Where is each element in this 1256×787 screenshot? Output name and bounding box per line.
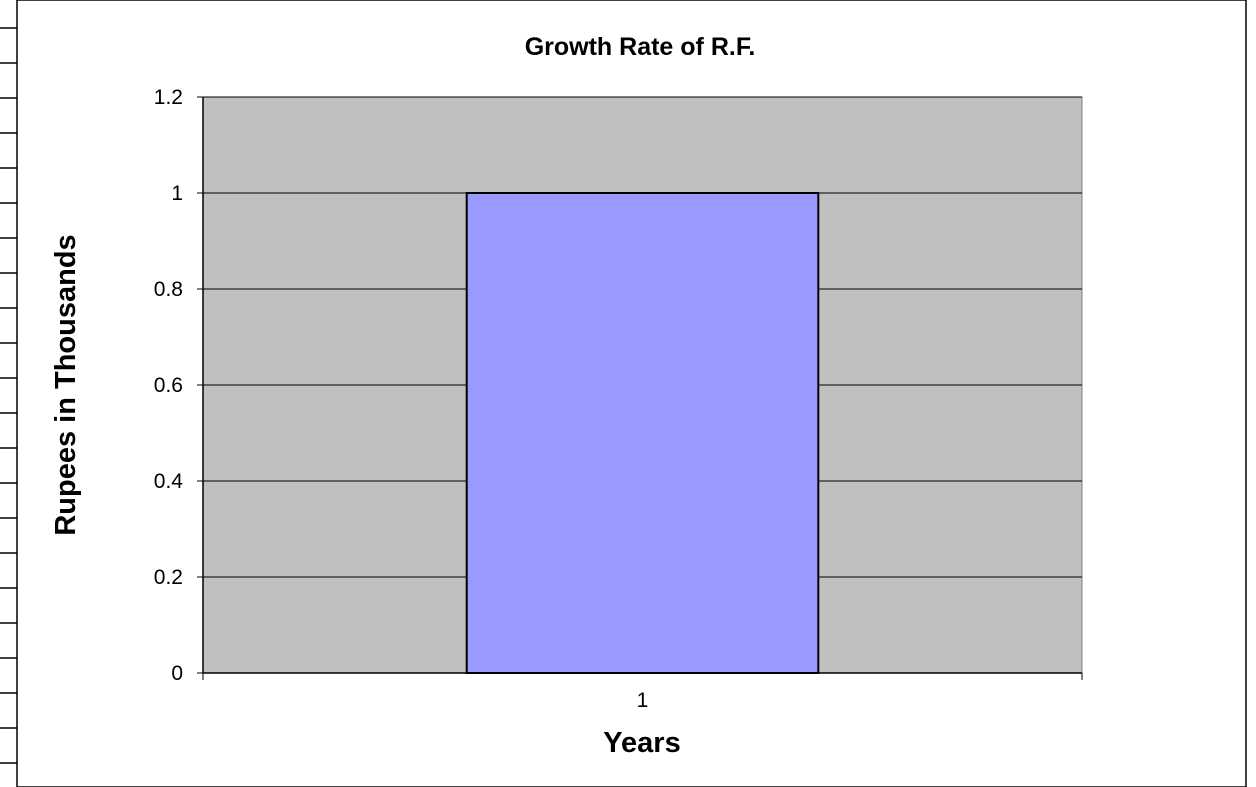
y-tick-labels: 0 0.2 0.4 0.6 0.8 1 1.2 — [154, 86, 184, 685]
y-tick-label: 0.2 — [154, 566, 183, 589]
bar — [465, 192, 820, 674]
bars — [465, 192, 820, 674]
y-tick-label: 1.2 — [154, 86, 183, 109]
axes — [197, 96, 1083, 680]
y-tick-label: 0 — [171, 662, 183, 685]
y-tick-label: 0.6 — [154, 374, 183, 397]
y-tick-label: 0.4 — [154, 470, 184, 493]
x-axis-title: Years — [603, 727, 680, 759]
y-tick-label: 0.8 — [154, 278, 183, 301]
y-tick-label: 1 — [171, 182, 183, 205]
chart-title: Growth Rate of R.F. — [525, 33, 756, 61]
y-axis-title: Rupees in Thousands — [50, 234, 82, 535]
x-tick-labels: 1 — [637, 689, 649, 712]
x-tick-label: 1 — [637, 689, 649, 712]
